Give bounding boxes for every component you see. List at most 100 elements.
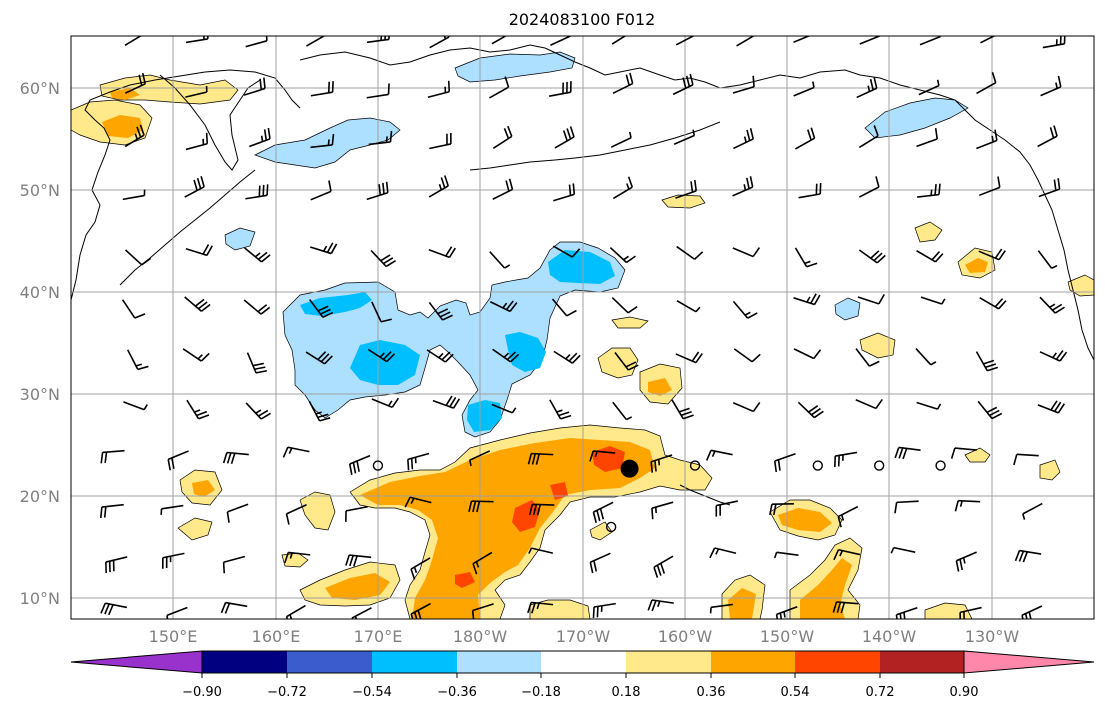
wind-barb bbox=[184, 176, 205, 198]
wind-barb bbox=[954, 499, 981, 512]
pos-core-main bbox=[360, 438, 655, 619]
wind-barb bbox=[794, 247, 818, 268]
wind-barb bbox=[166, 606, 188, 619]
wind-barb bbox=[245, 184, 269, 200]
wind-barb bbox=[793, 293, 821, 306]
pos-region-e5 bbox=[859, 332, 896, 359]
calm-station-marker bbox=[935, 460, 946, 471]
lon-axis: 150°E 160°E 170°E 180°W 170°W 160°W 150°… bbox=[149, 627, 1020, 646]
wind-barb bbox=[491, 403, 517, 414]
wind-barb bbox=[308, 401, 331, 422]
wind-barb bbox=[1022, 502, 1043, 520]
wind-barb bbox=[249, 127, 271, 148]
lon-label: 140°W bbox=[862, 627, 917, 646]
neg-core-a bbox=[548, 250, 615, 284]
colorbar-tick-label: 0.36 bbox=[697, 685, 726, 700]
wind-barb bbox=[919, 36, 942, 46]
wind-barb bbox=[351, 607, 372, 619]
wind-barb bbox=[184, 296, 211, 312]
wind-barb bbox=[243, 77, 266, 96]
pos-core-sw1 bbox=[325, 573, 390, 600]
wind-barb bbox=[124, 36, 143, 47]
wind-barb bbox=[220, 601, 248, 614]
wind-barb bbox=[890, 546, 916, 554]
wind-barb bbox=[410, 557, 431, 580]
wind-barb bbox=[794, 127, 816, 150]
wind-barb bbox=[186, 399, 210, 420]
neg-core-b bbox=[505, 332, 546, 372]
colorbar-segment bbox=[626, 651, 711, 673]
wind-barb bbox=[675, 179, 698, 199]
coastline-alaska-west bbox=[544, 47, 1094, 361]
wind-barb bbox=[182, 348, 210, 362]
pos-core-kamchatka bbox=[102, 115, 143, 138]
wind-barb bbox=[426, 349, 454, 363]
wind-barb bbox=[345, 505, 368, 522]
wind-barb bbox=[917, 183, 941, 198]
wind-barb bbox=[429, 132, 452, 150]
wind-barb bbox=[245, 402, 271, 420]
neg-region-aleutian bbox=[454, 51, 576, 83]
lon-label: 180°W bbox=[453, 627, 508, 646]
wind-barb bbox=[1037, 125, 1058, 148]
wind-barb bbox=[732, 300, 758, 319]
colorbar-segment bbox=[202, 651, 287, 673]
wind-barb bbox=[309, 299, 334, 318]
wind-barb bbox=[528, 503, 555, 516]
neg-region-bering bbox=[254, 117, 401, 169]
lon-label: 170°E bbox=[354, 627, 403, 646]
wind-barb bbox=[222, 555, 246, 574]
wind-barb bbox=[550, 36, 571, 47]
wind-barb bbox=[920, 296, 946, 305]
wind-barb bbox=[773, 551, 799, 559]
wind-barb bbox=[124, 72, 147, 94]
wind-barb bbox=[527, 452, 554, 465]
colorbar-segment bbox=[372, 651, 457, 673]
aleutian-chain bbox=[469, 121, 721, 171]
wind-barb bbox=[916, 249, 944, 263]
wind-barb bbox=[672, 73, 694, 96]
wind-barb bbox=[832, 601, 859, 614]
wind-barb bbox=[492, 178, 514, 200]
wind-barb bbox=[732, 401, 761, 413]
wind-barb bbox=[246, 352, 268, 374]
wind-barb bbox=[549, 399, 572, 420]
lat-label: 60°N bbox=[20, 79, 60, 98]
pos-region-e3 bbox=[1039, 459, 1061, 481]
wind-barb bbox=[612, 176, 633, 200]
wind-barb bbox=[976, 129, 998, 150]
wind-barb bbox=[857, 293, 886, 305]
wind-barb bbox=[671, 399, 694, 420]
pos-core-w1 bbox=[192, 480, 215, 497]
wind-barb bbox=[1039, 350, 1068, 362]
wind-barb bbox=[1038, 178, 1061, 198]
lon-label: 150°E bbox=[149, 627, 198, 646]
colorbar-segment bbox=[457, 651, 541, 673]
wind-barb bbox=[345, 554, 372, 567]
colorbar-frame bbox=[201, 650, 965, 674]
pos-max-b bbox=[512, 500, 540, 532]
calm-station-marker bbox=[689, 460, 701, 471]
wind-barb bbox=[185, 36, 209, 44]
lat-label: 50°N bbox=[20, 181, 60, 200]
lon-label: 160°E bbox=[252, 627, 301, 646]
wind-barb bbox=[675, 351, 703, 364]
neg-region-alaska bbox=[864, 97, 969, 139]
wind-barb bbox=[491, 36, 508, 45]
map-frame bbox=[70, 35, 1095, 620]
wind-barb bbox=[709, 603, 733, 614]
wind-barb bbox=[185, 132, 209, 151]
neg-core-e bbox=[467, 400, 502, 432]
wind-barb bbox=[100, 602, 128, 616]
wind-barb bbox=[975, 351, 999, 372]
pos-core-se1 bbox=[778, 508, 832, 532]
colorbar-tick-label: −0.54 bbox=[352, 685, 392, 700]
wind-barb bbox=[798, 182, 822, 199]
wind-barb bbox=[167, 450, 189, 471]
wind-barb bbox=[552, 245, 581, 258]
calm-station-marker bbox=[812, 460, 823, 471]
wind-barb bbox=[285, 503, 307, 525]
wind-barb bbox=[432, 395, 461, 409]
colorbar-segment bbox=[880, 651, 964, 673]
